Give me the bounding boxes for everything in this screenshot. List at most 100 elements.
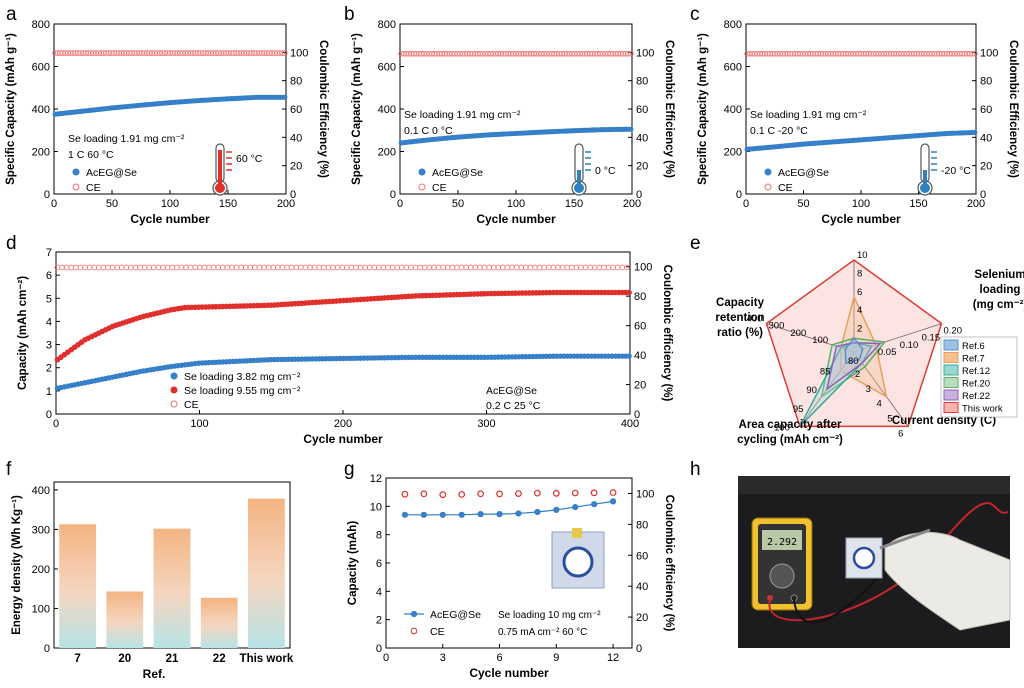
ce-point — [282, 50, 288, 56]
ce-point — [311, 264, 318, 271]
radar-axis-title: (mg cm⁻²) — [973, 299, 1024, 311]
radar-tick-label: 3 — [866, 384, 871, 395]
y2-tick-label: 20 — [290, 161, 302, 173]
x-tick-label: 50 — [106, 198, 118, 210]
ce-point — [178, 264, 185, 271]
x-tick-label: 6 — [496, 652, 502, 664]
multimeter-port — [767, 595, 773, 601]
radar-legend-swatch — [943, 364, 959, 376]
ce-point — [385, 264, 391, 271]
ce-point — [302, 264, 309, 271]
ce-point — [357, 264, 364, 271]
radar-legend-swatch — [943, 377, 959, 388]
ce-point — [444, 264, 451, 271]
ce-point — [155, 264, 162, 271]
legend-label-ce: CE — [184, 399, 199, 411]
radar-tick-label: 400 — [747, 314, 763, 325]
radar-series-polygon — [825, 342, 882, 392]
radar-legend-label: Ref.22 — [962, 391, 990, 402]
radar-axis-title: cycling (mAh cm⁻²) — [737, 434, 843, 446]
ce-point — [224, 264, 231, 271]
ce-point — [412, 264, 419, 271]
y-tick-label: 2 — [46, 363, 52, 375]
ce-point — [596, 264, 603, 271]
y2-tick-label: 60 — [634, 321, 646, 333]
y2-tick-label: 80 — [636, 76, 648, 88]
x-tick-label: 0 — [53, 418, 59, 430]
y-tick-label: 4 — [376, 586, 382, 598]
annotation-loading: Se loading 1.91 mg cm⁻² — [68, 133, 185, 145]
ce-point — [408, 264, 414, 271]
ce-point — [91, 264, 97, 271]
y-tick-label: 0 — [736, 189, 742, 201]
ce-point — [477, 490, 485, 498]
x-tick-label: 100 — [507, 198, 525, 210]
ce-point — [625, 50, 632, 57]
x-tick-label: 0 — [51, 198, 57, 210]
ce-point — [307, 264, 313, 271]
y2-tick-label: 100 — [634, 262, 652, 274]
x-tick-label: 0 — [383, 652, 389, 664]
ce-point — [137, 264, 143, 271]
ce-point — [624, 264, 630, 271]
pouch-logo — [562, 546, 594, 578]
radar-tick-label: 85 — [820, 367, 831, 378]
y-tick-label: 6 — [46, 270, 52, 282]
radar-tick-label: 90 — [806, 385, 817, 396]
x-tick-label: 100 — [161, 198, 179, 210]
radar-tick-label: 0.20 — [943, 326, 962, 337]
chart-panel-g: 0 3 6 9 12 0 2 4 6 8 10 12 0 20 40 60 80 100 Cycle number C… — [347, 473, 675, 680]
y2-tick-label: 20 — [634, 380, 646, 392]
ce-point — [298, 264, 304, 271]
radar-tick-label: 2 — [855, 369, 860, 380]
x-axis-title: Cycle number — [303, 432, 383, 446]
ce-point — [504, 264, 511, 271]
panel-letter-a: a — [6, 4, 17, 25]
ce-point — [559, 264, 566, 271]
legend-label-capacity: AcEG@Se — [778, 167, 829, 179]
radar-tick-label: 0.05 — [878, 347, 897, 358]
legend-marker-capacity — [418, 168, 426, 176]
y-tick-label: 800 — [378, 19, 396, 31]
y2-tick-label: 100 — [290, 47, 308, 59]
ce-point — [109, 264, 116, 271]
ce-point — [555, 264, 561, 271]
capacity-point — [496, 511, 503, 518]
capacity-point — [477, 511, 484, 518]
radar-series-polygon — [844, 336, 864, 365]
y-axis-title: Capacity (mAh) — [347, 521, 359, 606]
ce-point — [206, 264, 212, 271]
thermometer-cold-icon: -20 °C — [917, 143, 971, 196]
y-tick-label: 7 — [46, 247, 52, 259]
ce-point — [394, 264, 401, 271]
radar-legend-swatch — [943, 339, 959, 351]
annotation-loading: Se loading 10 mg cm⁻² — [498, 610, 601, 621]
chart-panel-c: 0 50 100 150 2000200400600800020406080100Cyc… — [697, 19, 1019, 226]
y-tick-label: 6 — [376, 558, 382, 570]
ce-point — [242, 264, 249, 271]
temperature-label: 0 °C — [595, 165, 616, 177]
y-tick-label: 0 — [44, 189, 50, 201]
ce-point — [256, 264, 263, 271]
ce-point — [610, 264, 616, 271]
radar-legend-label: This work — [962, 404, 1003, 415]
panel-letter-d: d — [6, 233, 17, 254]
y2-tick-label: 20 — [980, 161, 992, 173]
y2-tick-label: 100 — [980, 47, 998, 59]
panel-letter-b: b — [344, 4, 355, 25]
ce-point — [210, 264, 217, 271]
ce-point — [132, 264, 139, 271]
ce-point — [376, 264, 382, 271]
ce-point — [472, 264, 479, 271]
ce-point — [550, 264, 557, 271]
plot-frame — [55, 251, 631, 415]
thermometer-cold-icon: 0 °C — [571, 143, 616, 196]
x-tick-label: 200 — [967, 198, 985, 210]
temperature-label: 60 °C — [236, 153, 263, 165]
ce-point — [420, 490, 428, 498]
y-tick-label: 200 — [32, 564, 50, 576]
ce-point — [532, 264, 538, 271]
radar-legend-label: Ref.6 — [962, 341, 985, 352]
ce-point — [151, 264, 157, 271]
ce-point — [215, 264, 221, 271]
